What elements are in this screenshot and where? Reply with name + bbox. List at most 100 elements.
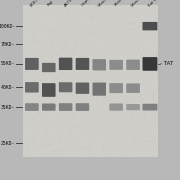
Point [136,140,139,143]
Point [53,79,56,82]
Point [156,41,159,44]
Point [129,40,132,42]
Point [119,130,122,133]
Point [98,15,100,17]
Point [74,118,77,121]
Point [76,136,79,138]
Point [122,118,125,121]
Point [44,7,47,10]
Point [81,87,84,90]
Point [66,145,68,148]
Point [98,133,101,136]
Point [106,86,109,89]
Point [149,92,152,95]
Point [70,61,73,64]
Point [60,65,63,68]
Point [41,13,44,16]
Point [121,143,124,146]
Point [50,30,53,33]
Point [120,35,123,38]
Point [63,67,66,70]
Point [44,16,47,19]
Point [83,113,86,116]
Point [130,143,133,145]
Point [46,8,49,11]
Point [29,53,32,55]
Point [50,58,53,61]
Point [28,92,31,95]
Point [133,138,136,140]
Point [46,12,48,15]
Point [75,55,78,58]
Point [125,28,128,31]
Point [130,56,132,58]
Point [66,54,69,57]
Point [150,4,153,7]
Point [86,94,88,97]
Point [125,8,128,10]
Point [48,130,51,133]
Point [45,154,48,157]
Point [26,13,28,16]
Point [133,147,136,150]
Point [152,108,155,111]
Point [46,152,48,155]
Point [83,53,86,56]
FancyBboxPatch shape [93,83,106,95]
Point [45,125,48,127]
Point [142,139,145,142]
Point [139,21,142,24]
Point [41,122,44,125]
Point [39,152,41,154]
Point [108,45,111,48]
Point [156,123,159,126]
Point [32,86,35,89]
Point [54,137,57,140]
Point [73,68,76,71]
Point [37,62,40,65]
Point [76,105,79,108]
Point [150,119,153,122]
Point [148,59,151,62]
Text: Mouse kidney: Mouse kidney [114,0,136,7]
Point [151,74,154,77]
Point [102,98,105,101]
Point [108,34,111,37]
Point [81,95,84,98]
Point [99,82,102,85]
Point [37,9,40,12]
Point [154,33,157,36]
Point [72,111,75,113]
Point [141,15,144,18]
Point [106,45,109,48]
Point [39,128,41,131]
Point [145,94,148,97]
Point [78,61,81,64]
Point [117,15,120,18]
Point [83,53,86,56]
Point [83,119,86,122]
Point [115,52,118,55]
Point [133,40,136,43]
Point [78,61,80,64]
Point [128,17,131,20]
Point [69,34,71,37]
Point [52,98,55,100]
Point [154,98,156,100]
Point [119,56,122,59]
Point [156,33,159,36]
Point [107,150,110,153]
Point [44,147,47,150]
Point [118,127,121,130]
Point [112,150,114,153]
Point [130,21,133,24]
Point [134,135,137,138]
Point [128,35,131,38]
Point [98,28,101,31]
Point [80,19,83,22]
Point [33,118,35,120]
Point [131,141,134,144]
Point [117,37,120,40]
Point [84,93,87,96]
Point [60,86,62,89]
